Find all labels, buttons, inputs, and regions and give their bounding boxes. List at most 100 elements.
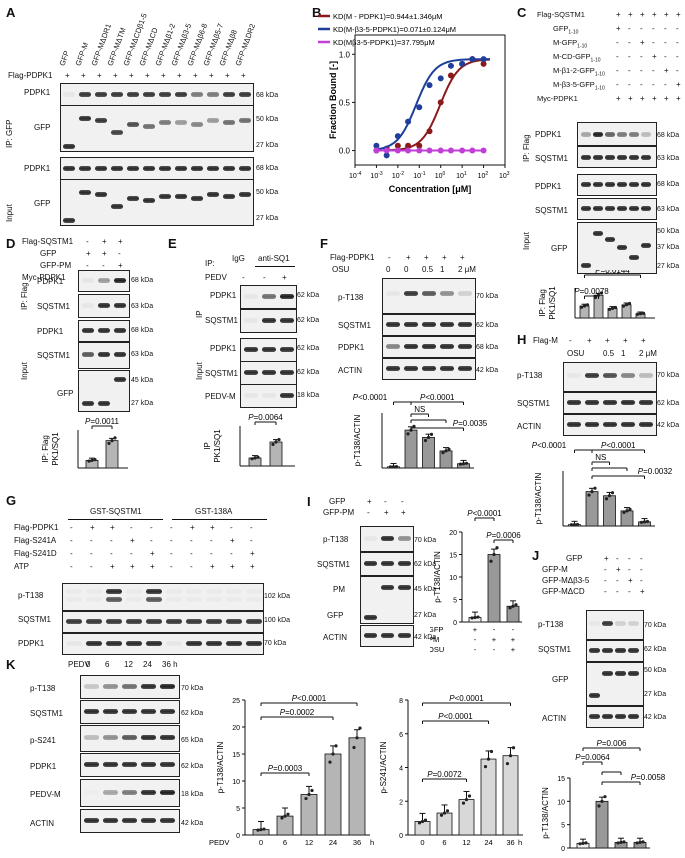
- b-legend-label: KD(M-β3-5-PDPK1)=0.071±0.124μM: [333, 25, 456, 34]
- d-kda-1: 63 kDa: [131, 303, 154, 310]
- e-pedv-minus2: -: [263, 273, 266, 282]
- h-bar-bar: [585, 491, 599, 527]
- f-flag: Flag-PDPK1: [330, 253, 375, 262]
- band: [226, 597, 242, 602]
- b-data-point: [394, 133, 401, 140]
- k-bar1-bar: [276, 815, 294, 836]
- data-dot: [622, 840, 626, 844]
- a-lane-label: GFP-MΔDR2: [233, 22, 258, 67]
- j-blot-label-0: p-T138: [538, 620, 564, 629]
- c-row-sign: -: [664, 80, 667, 89]
- g-row-sign: +: [230, 562, 235, 571]
- g-gst1-line: [68, 519, 163, 520]
- c-kda-1: 63 kDa: [657, 155, 680, 162]
- j-row-label: GFP-MΔCD: [542, 587, 585, 596]
- bar-x-row: h: [370, 838, 374, 847]
- data-dot: [470, 616, 474, 620]
- band: [84, 790, 99, 795]
- h-conc-value: 0.5: [603, 349, 615, 358]
- band: [79, 116, 91, 121]
- c-blot-ip-sqstm1: [577, 146, 657, 168]
- band: [98, 303, 110, 308]
- data-dot: [283, 814, 287, 818]
- band: [440, 322, 454, 327]
- c-row-label: Flag-SQSTM1: [537, 10, 585, 19]
- band: [191, 196, 203, 201]
- b-plot-frame: [354, 34, 506, 166]
- g-blot-pdpk1: [62, 633, 264, 655]
- g-row-sign: +: [210, 562, 215, 571]
- b-data-point: [437, 99, 444, 106]
- data-dot: [256, 828, 260, 832]
- b-data-point: [373, 147, 380, 154]
- data-dot: [420, 819, 425, 824]
- data-dot: [262, 827, 266, 831]
- panel-g: G GST-SQSTM1 GST-138A Flag-PDPK1 - + + - - - + +…: [0, 485, 300, 655]
- a-lane-label: GFP-M: [73, 41, 91, 67]
- j-row-label: GFP: [566, 554, 583, 563]
- data-dot: [464, 461, 469, 465]
- a-plus-sign: +: [129, 71, 134, 80]
- f-bar-chart: p-T138/ACTIN P<0.0001 P<0.0001 NS P=0.0035: [353, 393, 488, 469]
- bar-xtick-label: 0: [259, 838, 263, 847]
- data-dot: [259, 828, 263, 832]
- b-data-point: [426, 82, 433, 89]
- d-row-sign: +: [118, 237, 123, 246]
- band: [581, 155, 591, 160]
- c-row-sign: -: [640, 52, 643, 61]
- data-dot: [511, 604, 515, 608]
- band: [458, 366, 472, 371]
- c-kda-0: 68 kDa: [657, 132, 680, 139]
- bar-x-row: +: [492, 635, 497, 644]
- band: [86, 619, 102, 624]
- band: [641, 182, 651, 187]
- a-plus-sign: +: [241, 71, 246, 80]
- band: [106, 589, 122, 594]
- a-blot-in-gfp: [60, 179, 254, 226]
- h-blot-actin: [563, 414, 657, 436]
- d-blot-label-3: SQSTM1: [37, 351, 70, 360]
- panel-letter-d: D: [6, 236, 16, 251]
- data-dot: [489, 749, 494, 754]
- a-plus-sign: +: [97, 71, 102, 80]
- g-blot-sqstm1: [62, 611, 264, 633]
- h-kda-1: 62 kDa: [657, 400, 680, 407]
- p-value-label: P=0.0058: [631, 773, 666, 782]
- h-blot-label-2: ACTIN: [517, 422, 541, 431]
- c-row-sign: -: [652, 80, 655, 89]
- b-data-point: [416, 142, 423, 149]
- band: [617, 206, 627, 211]
- band: [226, 641, 242, 646]
- data-dot: [110, 439, 114, 443]
- f-blot-actin: [382, 358, 476, 380]
- c-row-sign: -: [676, 52, 679, 61]
- band: [602, 671, 613, 676]
- band: [381, 585, 394, 590]
- data-dot: [635, 841, 639, 845]
- band: [244, 294, 258, 299]
- d-kda-4: 45 kDa: [131, 377, 154, 384]
- e-blot-ip-pdpk1: [240, 285, 297, 309]
- j-row-sign: +: [616, 565, 621, 574]
- e-blot-in-pdpk1: [240, 338, 297, 362]
- band: [603, 373, 617, 378]
- i-kda-2: 45 kDa: [414, 586, 437, 593]
- band: [166, 641, 182, 646]
- c-row-sign: +: [616, 24, 621, 33]
- band: [629, 132, 639, 137]
- bar-ytick-label: 5: [561, 823, 565, 830]
- g-row-sign: +: [210, 523, 215, 532]
- data-dot: [584, 841, 588, 845]
- e-blot-label-0: PDPK1: [210, 291, 237, 300]
- f-bar-ylabel: p-T138/ACTIN: [353, 414, 362, 466]
- i-blot-label-4: ACTIN: [323, 633, 347, 642]
- panel-letter-a: A: [6, 5, 16, 20]
- panel-i: I GFP+--GFP-PM-++OSU p-T138 SQSTM1 PM GF…: [305, 492, 530, 652]
- f-blot-pt138: [382, 278, 476, 314]
- b-xtick-label: 100: [435, 171, 446, 180]
- band: [398, 536, 411, 541]
- c-row-sign: -: [616, 80, 619, 89]
- band: [280, 347, 294, 352]
- c-row-sign: -: [652, 24, 655, 33]
- band: [82, 328, 94, 333]
